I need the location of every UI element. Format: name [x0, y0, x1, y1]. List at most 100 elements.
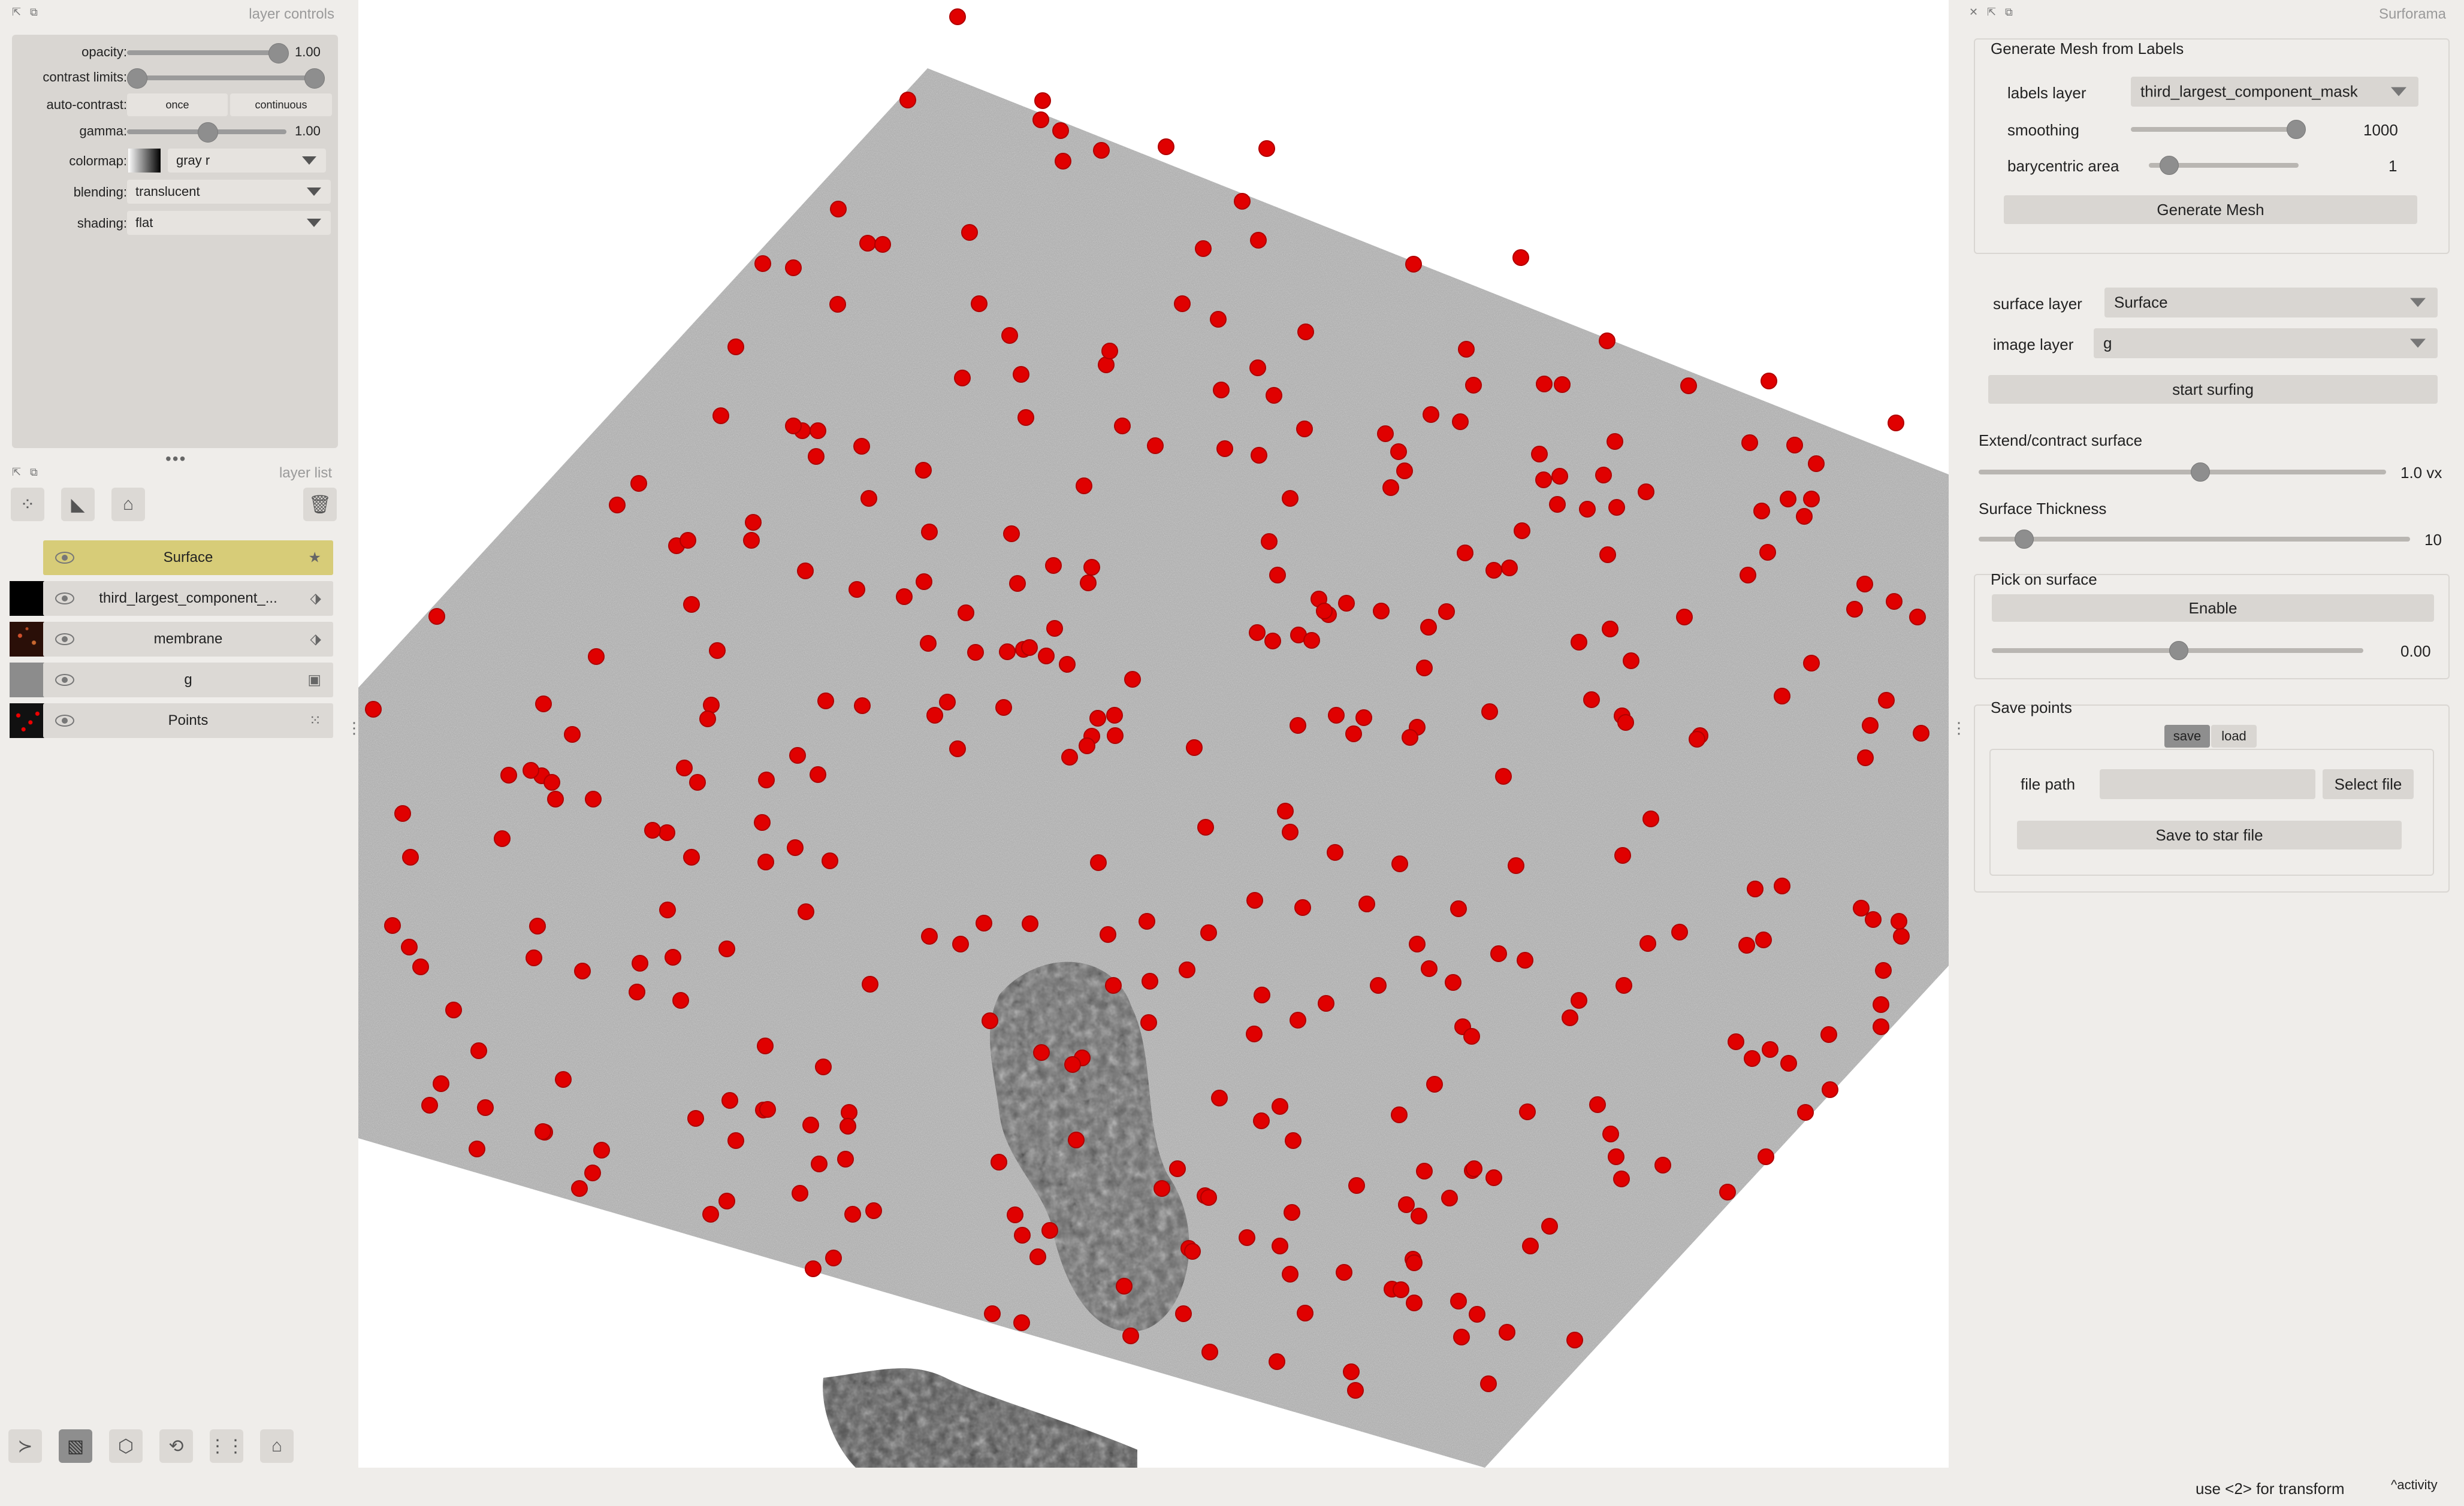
point-marker [1514, 522, 1530, 539]
pick-slider[interactable] [1992, 641, 2363, 660]
surface-layer-select[interactable]: Surface [2104, 288, 2438, 317]
colormap-preview [128, 149, 161, 173]
select-file-button[interactable]: Select file [2323, 769, 2414, 799]
point-marker [999, 643, 1016, 660]
points-icon: ⁙ [309, 712, 321, 729]
point-marker [1761, 373, 1777, 389]
barycentric-area-label: barycentric area [2007, 157, 2119, 175]
smoothing-slider[interactable] [2131, 120, 2311, 139]
viewer-canvas[interactable] [358, 0, 1949, 1468]
gamma-slider[interactable] [127, 122, 295, 143]
toggle-ndisplay-button[interactable]: ▧ [59, 1429, 92, 1463]
point-marker [1297, 323, 1314, 340]
activity-toggle[interactable]: ^activity [2391, 1477, 2438, 1493]
layer-row-g[interactable]: g ▣ [43, 663, 333, 697]
splitter-handle[interactable]: ••• [165, 449, 187, 468]
grid-view-button[interactable]: ⋮⋮ [209, 1429, 244, 1463]
image-layer-select[interactable]: g [2094, 328, 2438, 358]
point-marker [1014, 1227, 1031, 1244]
roll-dimensions-button[interactable]: ⬡ [109, 1429, 143, 1463]
layer-row-membrane[interactable]: membrane ⬗ [43, 622, 333, 657]
point-marker [1671, 924, 1688, 941]
tab-save[interactable]: save [2164, 725, 2210, 748]
eye-icon[interactable] [55, 633, 74, 645]
opacity-slider-handle[interactable] [268, 43, 289, 63]
point-marker [1269, 1353, 1285, 1370]
transpose-button[interactable]: ⟲ [159, 1429, 193, 1463]
eye-icon[interactable] [55, 592, 74, 604]
barycentric-area-slider-handle[interactable] [2160, 156, 2179, 175]
layer-row-third-largest-component[interactable]: third_largest_component_... ⬗ [43, 581, 333, 616]
home-button[interactable]: ⌂ [260, 1429, 294, 1463]
point-marker [1033, 1044, 1050, 1061]
extend-contract-slider[interactable] [1979, 462, 2386, 482]
dock-close-icon[interactable]: ⇱ [12, 6, 22, 18]
extend-contract-slider-handle[interactable] [2191, 462, 2210, 482]
auto-contrast-once-button[interactable]: once [127, 93, 228, 116]
point-marker [830, 201, 847, 217]
dock-resize-handle[interactable]: ⋮ [1951, 719, 1967, 737]
console-button[interactable]: ≻ [8, 1429, 42, 1463]
point-marker [1253, 1112, 1270, 1129]
layer-name: membrane [153, 631, 223, 647]
tab-load[interactable]: load [2211, 725, 2257, 748]
eye-icon[interactable] [55, 674, 74, 686]
point-marker [1294, 899, 1311, 916]
contrast-limits-slider[interactable] [127, 68, 325, 89]
point-marker [991, 1154, 1007, 1171]
dock-float-icon[interactable]: ⧉ [30, 6, 38, 18]
surface-thickness-label: Surface Thickness [1979, 500, 2107, 518]
surface-thickness-slider-handle[interactable] [2015, 530, 2034, 549]
point-marker [1007, 1206, 1023, 1223]
dock-close-icon[interactable]: ⇱ [12, 466, 22, 478]
new-shapes-layer-button[interactable]: ◣ [61, 488, 95, 521]
point-marker [1571, 992, 1587, 1009]
layer-row-points[interactable]: Points ⁙ [43, 703, 333, 738]
point-marker [1758, 1148, 1774, 1165]
generate-mesh-button[interactable]: Generate Mesh [2004, 195, 2417, 224]
point-marker [683, 849, 700, 866]
point-marker [1296, 421, 1313, 437]
opacity-slider[interactable] [127, 43, 295, 63]
eye-icon[interactable] [55, 552, 74, 564]
new-points-layer-button[interactable]: ⁘ [11, 488, 44, 521]
point-marker [1913, 725, 1929, 742]
smoothing-slider-handle[interactable] [2287, 120, 2306, 139]
chevron-down-icon [302, 156, 316, 165]
star-icon: ★ [308, 549, 321, 566]
new-labels-layer-button[interactable]: ⌂ [111, 488, 145, 521]
point-marker [1873, 996, 1889, 1013]
point-marker [1469, 1306, 1485, 1323]
point-marker [1282, 490, 1299, 507]
contrast-min-handle[interactable] [127, 68, 147, 89]
layer-row-surface[interactable]: Surface ★ [43, 540, 333, 575]
barycentric-area-slider[interactable] [2149, 156, 2317, 175]
point-marker [1571, 634, 1587, 651]
labels-layer-select[interactable]: third_largest_component_mask [2131, 77, 2418, 107]
blending-select[interactable]: translucent [127, 180, 331, 204]
layer-name: Points [168, 712, 209, 728]
point-marker [1122, 1327, 1139, 1344]
point-marker [859, 235, 876, 252]
shading-select[interactable]: flat [127, 211, 331, 235]
start-surfing-button[interactable]: start surfing [1988, 375, 2438, 404]
contrast-max-handle[interactable] [304, 68, 325, 89]
pick-slider-handle[interactable] [2169, 641, 2188, 660]
gamma-slider-handle[interactable] [198, 122, 218, 143]
dock-float-icon[interactable]: ⧉ [2005, 6, 2013, 18]
delete-layer-button[interactable]: 🗑 [303, 488, 337, 521]
surface-thickness-slider[interactable] [1979, 530, 2410, 549]
close-icon[interactable]: ✕ [1969, 6, 1979, 18]
eye-icon[interactable] [55, 715, 74, 727]
dock-close-icon[interactable]: ⇱ [1987, 6, 1997, 18]
save-to-star-file-button[interactable]: Save to star file [2017, 821, 2402, 849]
dock-float-icon[interactable]: ⧉ [30, 466, 38, 478]
file-path-input[interactable] [2100, 769, 2315, 799]
point-marker [1676, 609, 1693, 625]
enable-button[interactable]: Enable [1992, 594, 2434, 622]
point-marker [1441, 1190, 1458, 1206]
point-marker [1450, 1293, 1467, 1310]
auto-contrast-continuous-button[interactable]: continuous [230, 93, 332, 116]
colormap-select[interactable]: gray r [168, 149, 326, 173]
point-marker [1347, 1382, 1364, 1399]
